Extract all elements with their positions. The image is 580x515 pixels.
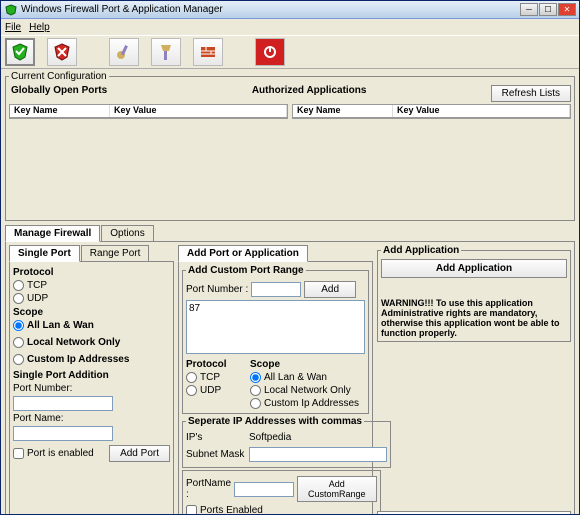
col-key-value: Key Value — [110, 105, 287, 117]
col-key-name: Key Name — [10, 105, 110, 117]
refresh-lists-button[interactable]: Refresh Lists — [491, 85, 571, 102]
ips-label: IP's — [186, 432, 246, 443]
toolbar-tool-a[interactable] — [109, 38, 139, 66]
tab-add-port-app[interactable]: Add Port or Application — [178, 245, 308, 262]
add-app-legend: Add Application — [381, 245, 461, 256]
tab-manage-firewall[interactable]: Manage Firewall — [5, 225, 100, 242]
manage-firewall-content: Single Port Range Port Protocol TCP UDP … — [5, 241, 575, 514]
mid-radio-scope-local[interactable]: Local Network Only — [250, 384, 365, 397]
add-port-button[interactable]: Add Port — [109, 445, 170, 462]
add-custom-range-button[interactable]: Add CustomRange — [297, 476, 377, 502]
sep-ip-legend: Seperate IP Addresses with commas — [186, 416, 364, 427]
mid-radio-tcp[interactable]: TCP — [186, 371, 246, 384]
outer-tabs: Manage Firewall Options — [5, 225, 575, 242]
radio-scope-local[interactable]: Local Network Only — [13, 336, 170, 349]
ip-group: Seperate IP Addresses with commas IP'sSo… — [182, 416, 391, 468]
ports-enabled-checkbox[interactable]: Ports Enabled — [186, 504, 377, 514]
tab-range-port[interactable]: Range Port — [81, 245, 150, 262]
app-icon — [4, 3, 17, 16]
titlebar: Windows Firewall Port & Application Mana… — [1, 1, 579, 19]
warning-text: WARNING!!! To use this application Admin… — [381, 298, 567, 338]
tab-single-port[interactable]: Single Port — [9, 245, 80, 262]
port-name-input[interactable] — [13, 426, 113, 441]
menu-help[interactable]: Help — [29, 22, 50, 33]
protocol-legend: Protocol — [13, 267, 170, 278]
toolbar — [1, 35, 579, 69]
menubar: File Help — [1, 19, 579, 35]
toolbar-shield-green[interactable] — [5, 38, 35, 66]
mid-port-number-input[interactable] — [251, 282, 301, 297]
portname-group: PortName : Add CustomRange Ports Enabled… — [182, 470, 381, 514]
port-name-label: Port Name: — [13, 413, 64, 424]
undo-all-changes-button[interactable]: Undo all changes made by Windows Firewal… — [377, 511, 571, 514]
globally-open-ports-pane: Key Name Key Value — [9, 104, 288, 119]
radio-scope-custom[interactable]: Custom Ip Addresses — [13, 353, 170, 366]
subnet-label: Subnet Mask — [186, 449, 246, 460]
current-config-legend: Current Configuration — [9, 71, 109, 82]
mid-protocol-legend: Protocol — [186, 359, 246, 370]
col-key-name-2: Key Name — [293, 105, 393, 117]
authorized-apps-list[interactable] — [292, 118, 571, 119]
subnet-input[interactable] — [249, 447, 387, 462]
col-key-value-2: Key Value — [393, 105, 570, 117]
radio-scope-all[interactable]: All Lan & Wan — [13, 319, 170, 332]
radio-tcp[interactable]: TCP — [13, 279, 170, 292]
portname-label: PortName : — [186, 478, 231, 500]
ips-value: Softpedia — [249, 432, 291, 443]
menu-file[interactable]: File — [5, 22, 21, 33]
add-application-button[interactable]: Add Application — [381, 259, 567, 278]
authorized-apps-pane: Key Name Key Value — [292, 104, 571, 119]
mid-radio-scope-all[interactable]: All Lan & Wan — [250, 371, 365, 384]
add-range-legend: Add Custom Port Range — [186, 265, 306, 276]
authorized-apps-label: Authorized Applications — [250, 85, 491, 102]
mid-scope-legend: Scope — [250, 359, 365, 370]
portname-input[interactable] — [234, 482, 294, 497]
globally-open-ports-list[interactable] — [9, 118, 288, 119]
window-title: Windows Firewall Port & Application Mana… — [21, 4, 520, 15]
toolbar-wall-icon[interactable] — [193, 38, 223, 66]
add-application-group: Add Application Add Application WARNING!… — [377, 245, 571, 342]
toolbar-shield-red[interactable] — [47, 38, 77, 66]
port-enabled-checkbox[interactable]: Port is enabled — [13, 447, 94, 460]
close-button[interactable]: ✕ — [558, 3, 576, 16]
port-list[interactable]: 87 — [186, 300, 365, 354]
port-number-label: Port Number: — [13, 383, 72, 394]
single-port-addition-legend: Single Port Addition — [13, 370, 170, 381]
scope-legend: Scope — [13, 307, 170, 318]
add-custom-port-range-group: Add Custom Port Range Port Number : Add … — [182, 265, 369, 414]
toolbar-tool-b[interactable] — [151, 38, 181, 66]
mid-radio-udp[interactable]: UDP — [186, 384, 246, 397]
tab-options[interactable]: Options — [101, 225, 153, 242]
globally-open-ports-label: Globally Open Ports — [9, 85, 250, 102]
port-number-input[interactable] — [13, 396, 113, 411]
current-config-group: Current Configuration Globally Open Port… — [5, 71, 575, 221]
mid-radio-scope-custom[interactable]: Custom Ip Addresses — [250, 397, 365, 410]
maximize-button[interactable]: ☐ — [539, 3, 557, 16]
minimize-button[interactable]: ─ — [520, 3, 538, 16]
toolbar-power-icon[interactable] — [255, 38, 285, 66]
mid-port-number-label: Port Number : — [186, 284, 248, 295]
radio-udp[interactable]: UDP — [13, 292, 170, 305]
add-button[interactable]: Add — [304, 281, 356, 298]
